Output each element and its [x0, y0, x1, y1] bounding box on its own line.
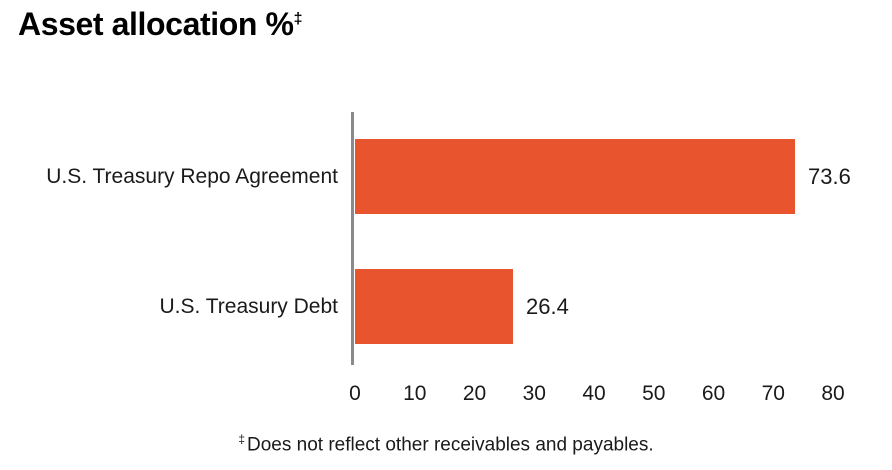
x-tick-label: 10	[403, 382, 427, 405]
category-label: U.S. Treasury Repo Agreement	[46, 164, 338, 188]
value-label: 26.4	[526, 293, 569, 319]
chart-title-text: Asset allocation %	[18, 6, 294, 42]
y-axis-line	[351, 112, 354, 365]
x-tick-label: 0	[349, 382, 361, 405]
x-tick-label: 30	[522, 382, 546, 405]
x-tick-label: 20	[462, 382, 487, 405]
footnote-text: Does not reflect other receivables and p…	[247, 434, 654, 456]
chart-title: Asset allocation %‡	[18, 6, 302, 43]
chart-title-footnote-marker: ‡	[293, 10, 303, 28]
x-tick-label: 80	[821, 382, 845, 405]
bar	[355, 139, 795, 214]
bar	[355, 269, 513, 344]
footnote: ‡ Does not reflect other receivables and …	[0, 432, 892, 456]
x-tick-label: 70	[761, 382, 785, 405]
x-tick-label: 50	[642, 382, 666, 405]
footnote-marker: ‡	[238, 432, 246, 446]
category-label: U.S. Treasury Debt	[159, 294, 338, 318]
x-tick-label: 60	[701, 382, 726, 405]
x-tick-label: 40	[582, 382, 606, 405]
value-label: 73.6	[808, 163, 851, 189]
